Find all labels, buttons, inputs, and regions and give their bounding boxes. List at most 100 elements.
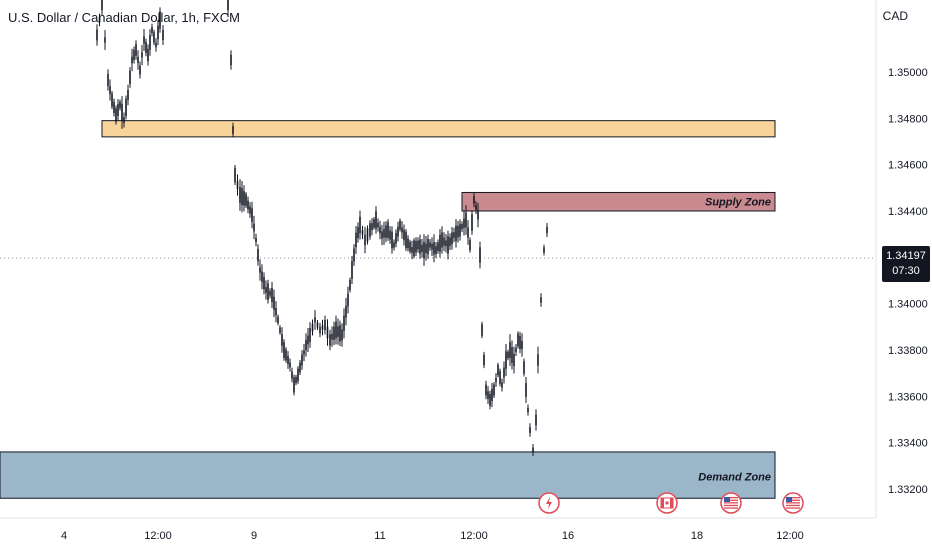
candle-body <box>141 52 143 58</box>
candle-body <box>321 325 324 330</box>
candle-body <box>131 56 133 64</box>
candle-body <box>337 326 339 337</box>
candle-body <box>439 234 441 252</box>
candle-body <box>109 86 111 94</box>
candle-body <box>341 329 343 341</box>
candle-body <box>419 239 421 254</box>
candle-body <box>391 231 393 249</box>
candle-body <box>345 305 347 318</box>
candle-body <box>453 232 455 238</box>
candle-body <box>519 336 521 349</box>
candle-body <box>265 287 267 293</box>
candle-body <box>521 340 523 350</box>
candle-body <box>129 70 131 85</box>
candle-body <box>339 325 341 342</box>
candle-body <box>411 247 413 253</box>
candle-body <box>125 98 127 117</box>
candle-body <box>139 65 141 75</box>
candle-body <box>301 354 303 366</box>
candle-body <box>357 226 359 239</box>
candle-body <box>481 324 483 336</box>
candle-body <box>273 296 275 310</box>
us-flag-icon <box>786 507 800 509</box>
candle-body <box>532 447 534 453</box>
candle-body <box>147 48 149 62</box>
candle-body <box>121 103 123 122</box>
candle-body <box>151 27 153 33</box>
candle-body <box>503 367 505 378</box>
candle-body <box>501 382 503 388</box>
candle-body <box>517 333 519 347</box>
candle-body <box>101 0 103 11</box>
candle-body <box>477 210 479 220</box>
candle-body <box>425 243 427 254</box>
candle-body <box>364 234 366 246</box>
candle-body <box>111 93 113 107</box>
candle-body <box>525 383 527 397</box>
candle-body <box>283 342 285 358</box>
y-tick-label: 1.34000 <box>888 299 928 311</box>
candle-body <box>96 29 98 41</box>
candle-body <box>375 211 377 229</box>
candle-body <box>285 349 287 361</box>
x-tick-label: 18 <box>691 530 703 542</box>
candle-body <box>485 384 487 396</box>
candle-body <box>145 42 147 53</box>
candle-body <box>385 225 387 238</box>
us-flag-icon <box>786 497 800 499</box>
candle-body <box>267 283 269 300</box>
canada-flag-icon <box>670 498 673 508</box>
candle-body <box>291 371 293 379</box>
candle-body <box>255 237 257 243</box>
candle-body <box>415 240 417 253</box>
candle-body <box>529 427 531 433</box>
candle-body <box>353 248 355 262</box>
candle-body <box>324 319 326 331</box>
y-tick-label: 1.34600 <box>888 160 928 172</box>
candle-body <box>113 102 115 113</box>
candle-body <box>373 219 375 228</box>
x-tick-label: 4 <box>61 530 67 542</box>
candle-body <box>243 191 245 206</box>
candle-body <box>449 237 451 247</box>
us-flag-icon <box>786 497 792 502</box>
chart-title: U.S. Dollar / Canadian Dollar, 1h, FXCM <box>8 10 240 25</box>
candle-body <box>527 407 529 413</box>
candle-body <box>427 239 429 255</box>
candle-body <box>253 223 255 232</box>
candle-body <box>259 267 261 273</box>
y-tick-label: 1.33800 <box>888 345 928 357</box>
candle-body <box>331 333 333 340</box>
candle-body <box>234 167 236 183</box>
candle-body <box>107 73 109 87</box>
candle-body <box>117 104 119 116</box>
candle-body <box>381 231 383 239</box>
candle-body <box>319 326 321 334</box>
candle-body <box>307 335 309 345</box>
candle-body <box>249 206 251 214</box>
x-tick-label: 9 <box>251 530 257 542</box>
candle-body <box>326 326 329 339</box>
candle-body <box>245 194 247 206</box>
candle-body <box>407 238 409 249</box>
candle-body <box>236 181 239 189</box>
countdown-label: 07:30 <box>892 265 920 277</box>
candle-body <box>397 226 399 237</box>
candle-body <box>271 288 273 302</box>
candle-body <box>289 362 291 368</box>
candle-body <box>423 241 425 259</box>
candle-body <box>455 225 457 242</box>
us-flag-icon <box>724 499 738 501</box>
candle-body <box>281 334 283 346</box>
us-flag-icon <box>724 507 738 509</box>
candle-body <box>505 351 507 369</box>
candle-body <box>387 222 389 238</box>
candle-body <box>366 228 369 242</box>
y-tick-label: 1.35000 <box>888 67 928 79</box>
us-flag-icon <box>724 497 730 502</box>
candle-body <box>159 11 161 29</box>
us-flag-icon <box>786 499 800 501</box>
candle-body <box>333 326 335 340</box>
